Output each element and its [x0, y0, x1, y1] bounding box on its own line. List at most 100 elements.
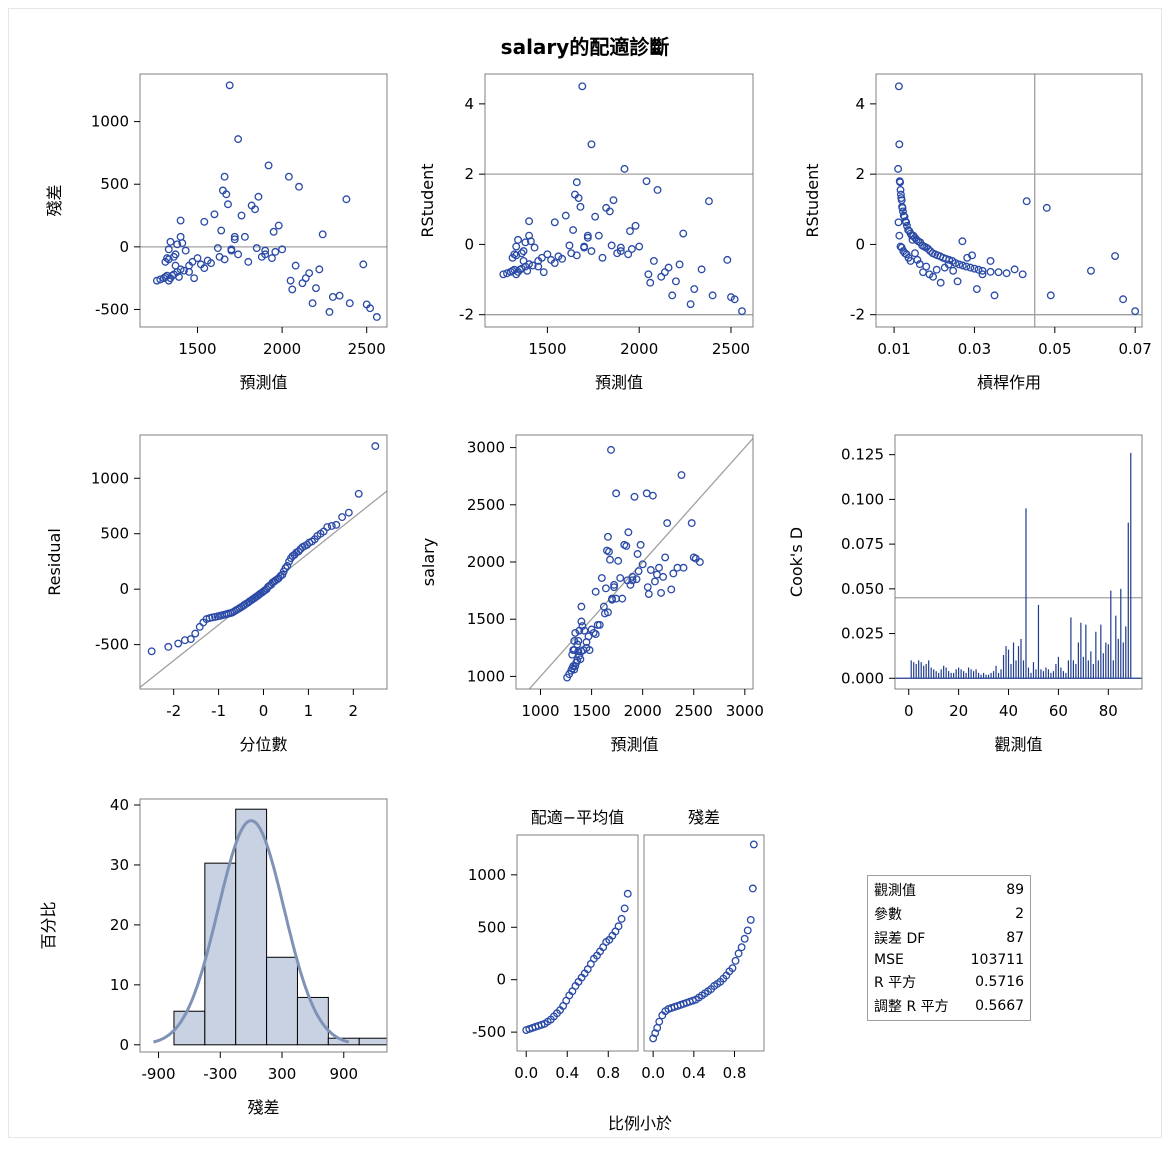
rf-panel-2-axes: 0.0 0.4 0.8 — [641, 1051, 746, 1082]
data-point — [230, 232, 239, 241]
data-point — [958, 261, 967, 270]
y-tick-label: 0.050 — [841, 580, 884, 598]
data-point — [649, 256, 658, 265]
y-tick-label: 2000 — [467, 553, 505, 571]
data-point — [207, 259, 216, 268]
data-point — [608, 595, 616, 604]
data-point — [669, 569, 678, 578]
x-tick-label: 1500 — [573, 702, 611, 720]
data-point — [609, 196, 618, 205]
data-point — [200, 217, 209, 226]
data-point — [345, 299, 354, 308]
y-tick-label: 40 — [110, 796, 129, 814]
data-point — [1010, 265, 1019, 274]
data-point — [924, 245, 933, 253]
data-point — [338, 513, 347, 522]
data-point — [217, 226, 226, 235]
data-point — [305, 269, 314, 278]
data-point — [295, 182, 303, 191]
y-tick-label: 4 — [855, 95, 865, 113]
data-point — [528, 261, 537, 270]
data-point — [748, 884, 757, 893]
x-tick-label: 0.03 — [958, 340, 991, 358]
histogram-bar — [266, 956, 298, 1046]
data-point — [646, 278, 655, 287]
data-point — [607, 445, 615, 454]
y-tick-label: 2 — [464, 165, 474, 183]
data-point — [283, 561, 292, 570]
data-point — [970, 264, 979, 273]
data-point — [922, 262, 931, 271]
data-point — [254, 192, 263, 201]
y-tick-label: 0 — [855, 235, 865, 253]
data-point — [294, 547, 303, 556]
data-point — [616, 247, 625, 256]
data-point — [152, 276, 161, 285]
data-point — [200, 264, 209, 273]
data-point — [623, 576, 632, 585]
diagnostics-panel-svg: salary的配適診斷 1500 2000 2500-50005001000預測值殘… — [39, 35, 1152, 1133]
figure-frame: salary的配適診斷 1500 2000 2500 -500 0 500 1000 預測值殘… — [8, 8, 1162, 1138]
rstudent_vs_leverage-plot-area — [876, 74, 1142, 327]
data-point — [687, 519, 696, 528]
x-tick-label: 0.8 — [596, 1064, 620, 1082]
data-point — [633, 550, 642, 558]
data-point — [344, 508, 353, 517]
data-point — [1042, 203, 1051, 212]
data-point — [628, 576, 637, 585]
data-point — [644, 270, 653, 279]
data-point — [895, 231, 904, 240]
data-point — [663, 519, 672, 528]
x-tick-label: 0.8 — [723, 1064, 747, 1082]
data-point — [605, 207, 614, 216]
x-tick-label: 0.4 — [555, 1064, 579, 1082]
data-point — [579, 646, 588, 655]
x-tick-label: 80 — [1099, 702, 1118, 720]
data-point — [686, 300, 695, 309]
y-axis-label: salary — [419, 538, 438, 586]
x-tick-label: -900 — [142, 1065, 176, 1083]
y-tick-label: 0 — [496, 971, 506, 989]
x-tick-label: 1000 — [521, 702, 559, 720]
data-point — [636, 540, 645, 549]
data-point — [679, 563, 688, 572]
x-tick-label: 0.01 — [877, 340, 910, 358]
data-point — [657, 588, 666, 597]
data-point — [252, 244, 261, 253]
stats-row: MSE 103711 — [872, 950, 1026, 970]
data-point — [738, 307, 746, 316]
data-point — [986, 256, 995, 265]
y-tick-label: 10 — [110, 976, 129, 994]
residual_qq-frame — [139, 434, 388, 690]
data-point — [171, 261, 180, 270]
y-tick-label: 3000 — [467, 439, 505, 457]
data-point — [603, 532, 612, 541]
resid_vs_pred-frame — [139, 73, 388, 328]
stats-row: R 平方 0.5716 — [872, 970, 1026, 994]
data-point — [668, 291, 677, 300]
rf-panel-2-frame — [643, 834, 765, 1052]
data-point — [896, 190, 905, 199]
x-tick-label: 1500 — [528, 340, 566, 358]
data-point — [572, 178, 581, 187]
data-point — [664, 263, 673, 272]
data-point — [617, 914, 626, 923]
data-point — [147, 647, 156, 656]
data-point — [612, 489, 621, 498]
data-point — [695, 558, 704, 566]
data-point — [571, 628, 580, 637]
data-point — [521, 238, 530, 247]
x-tick-label: -1 — [211, 702, 226, 720]
x-tick-label: 0.0 — [514, 1064, 538, 1082]
x-tick-label: 2000 — [624, 702, 662, 720]
x-axis-label: 槓桿作用 — [977, 373, 1041, 392]
data-point — [576, 655, 585, 664]
figure-title: salary的配適診斷 — [501, 35, 670, 59]
y-tick-label: 30 — [110, 856, 129, 874]
data-point — [631, 221, 640, 230]
fit-statistics-table: 觀測值 89 參數 2 誤差 DF 87 MSE 103711 R 平方 0.5716 調整 R 平… — [867, 875, 1032, 1021]
data-point — [237, 211, 246, 220]
stats-label: 誤差 DF — [874, 931, 926, 947]
x-axis-label: 比例小於 — [608, 1114, 672, 1133]
data-point — [743, 926, 752, 935]
